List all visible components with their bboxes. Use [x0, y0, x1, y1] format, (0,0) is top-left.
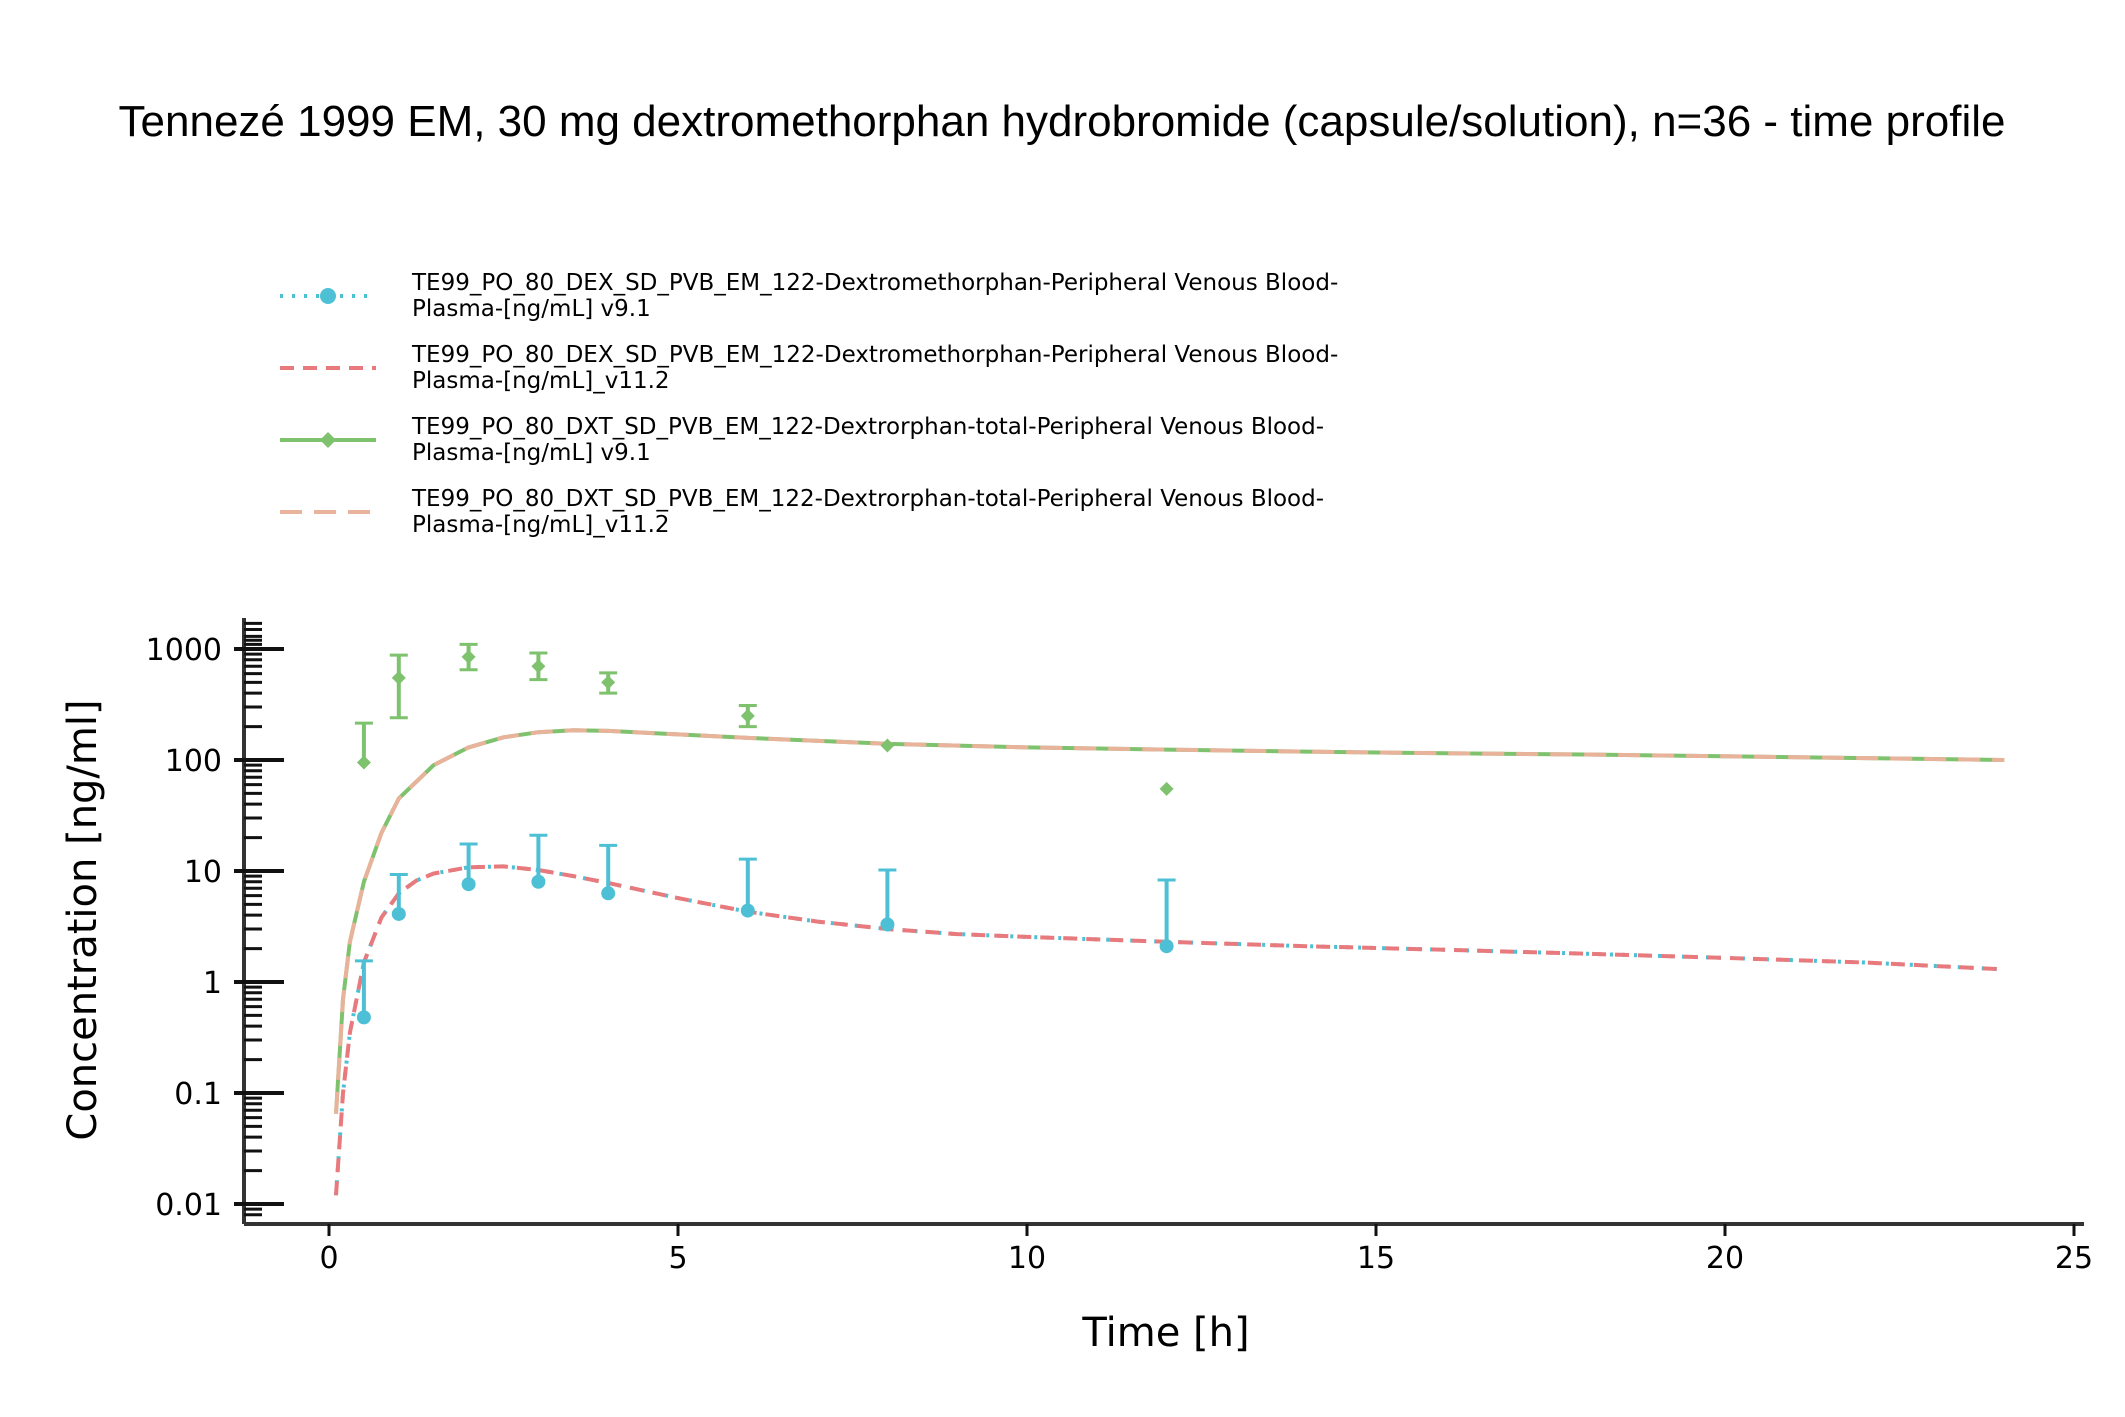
- data-point: [391, 670, 406, 685]
- x-tick-label: 5: [668, 1241, 687, 1276]
- legend-label: Plasma-[ng/mL]_v11.2: [412, 512, 670, 538]
- legend-label: Plasma-[ng/mL] v9.1: [412, 296, 651, 322]
- x-ticks: 0 5 10 15 20 25: [319, 1224, 2093, 1276]
- y-ticks: 0.01 0.1 1 10 100 1000: [146, 621, 284, 1223]
- legend: TE99_PO_80_DEX_SD_PVB_EM_122-Dextrometho…: [280, 270, 1338, 538]
- data-point: [531, 874, 546, 889]
- y-tick-label: 1: [203, 966, 222, 1001]
- y-tick-label: 100: [165, 744, 222, 779]
- legend-label: TE99_PO_80_DEX_SD_PVB_EM_122-Dextrometho…: [411, 270, 1338, 296]
- legend-label: TE99_PO_80_DXT_SD_PVB_EM_122-Dextrorphan…: [411, 414, 1324, 440]
- data-point: [461, 649, 476, 664]
- y-tick-label: 0.01: [155, 1188, 222, 1223]
- y-tick-label: 1000: [146, 633, 222, 668]
- data-point: [601, 675, 616, 690]
- x-tick-label: 20: [1706, 1241, 1744, 1276]
- axes: 0.01 0.1 1 10 100 1000 0 5 10 15 20 25: [146, 618, 2093, 1276]
- errorbar-layer: [354, 642, 1176, 1018]
- x-tick-label: 15: [1357, 1241, 1395, 1276]
- x-axis-label: Time [h]: [1081, 1310, 1249, 1356]
- data-point: [740, 903, 755, 918]
- y-axis-label: Concentration [ng/ml]: [60, 699, 106, 1140]
- legend-label: TE99_PO_80_DXT_SD_PVB_EM_122-Dextrorphan…: [411, 486, 1324, 512]
- y-tick-label: 0.1: [174, 1077, 222, 1112]
- data-point: [356, 755, 371, 770]
- data-point: [601, 886, 616, 901]
- data-point: [1159, 939, 1174, 954]
- series-curve-0: [334, 864, 2005, 1196]
- data-point: [880, 917, 895, 932]
- legend-swatch-marker: [320, 288, 336, 304]
- legend-label: Plasma-[ng/mL] v9.1: [412, 440, 651, 466]
- data-point: [461, 877, 476, 892]
- legend-label: TE99_PO_80_DEX_SD_PVB_EM_122-Dextrometho…: [411, 342, 1338, 368]
- y-tick-label: 10: [184, 855, 222, 890]
- x-tick-label: 25: [2055, 1241, 2093, 1276]
- marker-layer: [356, 649, 1174, 1025]
- chart-title: Tennezé 1999 EM, 30 mg dextromethorphan …: [119, 97, 2006, 146]
- data-point: [356, 1010, 371, 1025]
- legend-label: Plasma-[ng/mL]_v11.2: [412, 368, 670, 394]
- x-tick-label: 10: [1008, 1241, 1046, 1276]
- data-point: [1159, 781, 1174, 796]
- x-tick-label: 0: [319, 1241, 338, 1276]
- plot-area: [334, 642, 2005, 1196]
- data-point: [531, 659, 546, 674]
- data-point: [740, 708, 755, 723]
- curve-layer: [334, 728, 2005, 1196]
- series-curve-3: [334, 728, 2005, 1114]
- data-point: [880, 738, 895, 753]
- series-curve-1: [334, 864, 2005, 1196]
- data-point: [391, 906, 406, 921]
- legend-swatch-marker: [320, 432, 336, 448]
